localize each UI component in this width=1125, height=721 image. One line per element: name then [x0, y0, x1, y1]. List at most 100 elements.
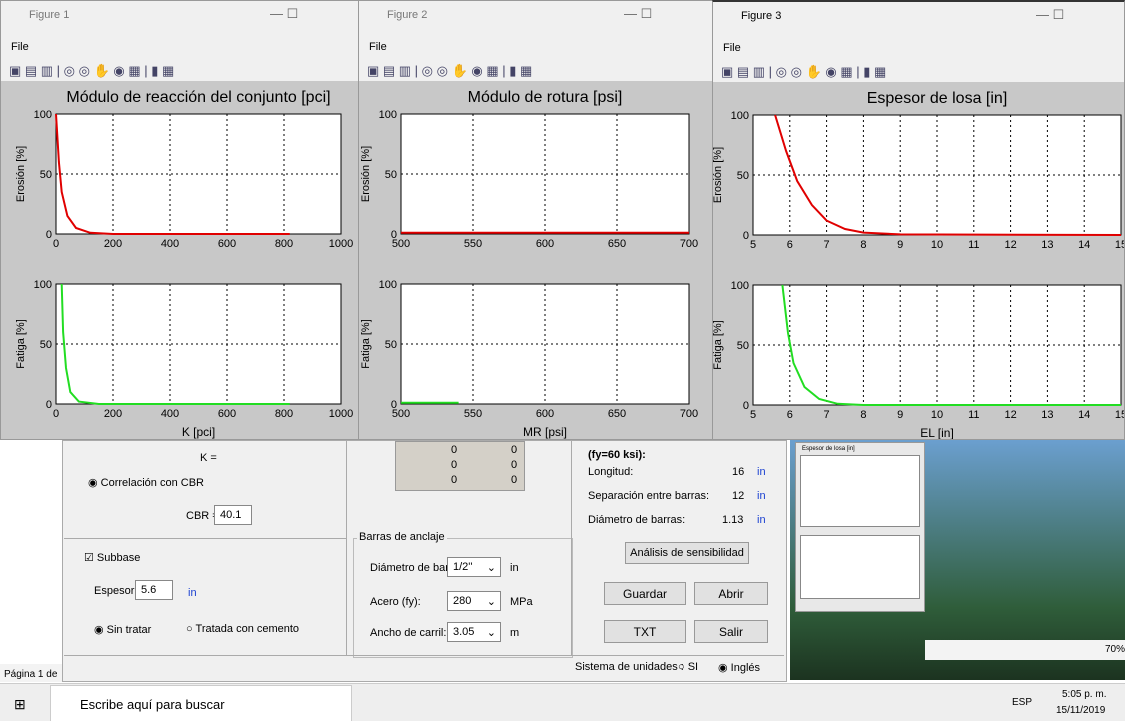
x-tick-label: 200	[104, 238, 122, 250]
y-tick-label: 50	[40, 169, 52, 181]
x-tick-label: 12	[1004, 409, 1016, 421]
plot-title: Espesor de losa [in]	[867, 90, 1008, 107]
x-tick-label: 5	[750, 409, 756, 421]
ancho-select[interactable]: 3.05⌄	[447, 622, 501, 642]
sensibilidad-button[interactable]: Análisis de sensibilidad	[625, 542, 749, 564]
y-tick-label: 0	[46, 399, 52, 411]
label: Sin tratar	[107, 624, 152, 636]
window-controls[interactable]: — ☐	[270, 6, 298, 22]
x-tick-label: 0	[53, 238, 59, 250]
window-controls[interactable]: — ☐	[624, 6, 652, 22]
x-tick-label: 600	[536, 238, 554, 250]
x-tick-label: 11	[968, 409, 979, 421]
sin-tratar-radio[interactable]: ◉ Sin tratar	[94, 623, 151, 636]
plot-title: Módulo de reacción del conjunto [pci]	[66, 89, 330, 106]
tratada-radio[interactable]: ○ Tratada con cemento	[186, 623, 299, 635]
table-cell: 0	[511, 474, 517, 486]
thumb-title: Espesor de losa [in]	[802, 446, 855, 452]
subbase-checkbox[interactable]: ☑ Subbase	[84, 551, 140, 564]
separator	[64, 655, 784, 656]
salir-button[interactable]: Salir	[694, 620, 768, 643]
x-tick-label: 8	[860, 409, 866, 421]
x-tick-label: 650	[608, 408, 626, 420]
separator	[64, 538, 346, 539]
table-cell: 0	[451, 474, 457, 486]
x-tick-label: 700	[680, 408, 698, 420]
x-tick-label: 13	[1041, 239, 1053, 251]
window-title: Figure 2	[387, 9, 427, 21]
y-tick-label: 0	[46, 229, 52, 241]
x-tick-label: 11	[968, 239, 979, 251]
start-button[interactable]: ⊞	[14, 696, 26, 713]
x-tick-label: 14	[1078, 239, 1090, 251]
y-axis-label: Fatiga [%]	[360, 319, 372, 369]
x-tick-label: 15	[1115, 239, 1125, 251]
figure-canvas: Espesor de losa [in]56789101112131415050…	[713, 82, 1125, 440]
y-tick-label: 50	[385, 339, 397, 351]
guardar-button[interactable]: Guardar	[604, 582, 686, 605]
abrir-button[interactable]: Abrir	[694, 582, 768, 605]
si-radio[interactable]: ○ SI	[678, 661, 698, 673]
y-tick-label: 0	[743, 230, 749, 242]
window-title: Figure 3	[741, 10, 781, 22]
label: Longitud:	[588, 466, 633, 478]
y-tick-label: 100	[34, 279, 52, 291]
x-tick-label: 9	[897, 409, 903, 421]
acero-select[interactable]: 280⌄	[447, 591, 501, 611]
lang[interactable]: ESP	[1012, 697, 1032, 708]
label: Tratada con cemento	[196, 623, 300, 635]
separator	[571, 440, 572, 655]
plot-title: Módulo de rotura [psi]	[468, 89, 623, 106]
y-tick-label: 50	[385, 169, 397, 181]
search-text[interactable]: Escribe aquí para buscar	[80, 697, 225, 712]
date[interactable]: 15/11/2019	[1056, 705, 1105, 716]
x-tick-label: 550	[464, 408, 482, 420]
y-tick-label: 50	[737, 340, 749, 352]
toolbar[interactable]: ▣ ▤ ▥ | ◎ ◎ ✋ ◉ ▦ | ▮ ▦	[367, 63, 532, 79]
label: Subbase	[97, 552, 140, 564]
txt-button[interactable]: TXT	[604, 620, 686, 643]
y-tick-label: 100	[379, 279, 397, 291]
unit: in	[757, 514, 766, 526]
x-tick-label: 10	[931, 409, 943, 421]
label: Inglés	[731, 662, 760, 674]
window-controls[interactable]: — ☐	[1036, 7, 1064, 23]
k-label-text: K =	[200, 452, 217, 464]
menu-file[interactable]: File	[11, 41, 29, 53]
unit: in	[510, 562, 519, 574]
menu-file[interactable]: File	[723, 42, 741, 54]
table-cell: 0	[451, 444, 457, 456]
toolbar[interactable]: ▣ ▤ ▥ | ◎ ◎ ✋ ◉ ▦ | ▮ ▦	[9, 63, 174, 79]
ingles-radio[interactable]: ◉ Inglés	[718, 661, 760, 674]
x-tick-label: 400	[161, 408, 179, 420]
status-page: Página 1 de	[4, 669, 57, 680]
y-axis-label: Erosión [%]	[15, 146, 27, 202]
diametro-select[interactable]: 1/2''⌄	[447, 557, 501, 577]
axes	[56, 114, 341, 234]
fy-note: (fy=60 ksi):	[588, 449, 646, 461]
y-tick-label: 100	[34, 109, 52, 121]
label: Diámetro de barras:	[588, 514, 685, 526]
thumb-axes	[800, 455, 920, 527]
value: 280	[453, 595, 471, 607]
menu-file[interactable]: File	[369, 41, 387, 53]
group-title: Barras de anclaje	[357, 531, 447, 543]
espesor-input[interactable]: 5.6	[135, 580, 173, 600]
y-tick-label: 100	[731, 110, 749, 122]
cbr-input[interactable]: 40.1	[214, 505, 252, 525]
y-axis-label: Erosión [%]	[360, 146, 372, 202]
x-tick-label: 9	[897, 239, 903, 251]
toolbar[interactable]: ▣ ▤ ▥ | ◎ ◎ ✋ ◉ ▦ | ▮ ▦	[721, 64, 886, 80]
unit: MPa	[510, 596, 533, 608]
time[interactable]: 5:05 p. m.	[1062, 689, 1106, 700]
cbr-radio[interactable]: ◉ Correlación con CBR	[88, 476, 204, 489]
label: Correlación con CBR	[101, 477, 204, 489]
figure-window: Figure 1— ☐File▣ ▤ ▥ | ◎ ◎ ✋ ◉ ▦ | ▮ ▦Mó…	[0, 0, 359, 440]
x-tick-label: 14	[1078, 409, 1090, 421]
figure-window: Figure 2 — ☐ File ▣ ▤ ▥ | ◎ ◎ ✋ ◉ ▦ | ▮ ▦ Mó…	[358, 0, 713, 440]
unit: in	[757, 490, 766, 502]
espesor-label: Espesor :	[94, 585, 140, 597]
x-tick-label: 800	[275, 408, 293, 420]
